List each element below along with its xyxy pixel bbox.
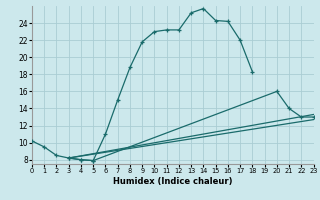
X-axis label: Humidex (Indice chaleur): Humidex (Indice chaleur)	[113, 177, 233, 186]
